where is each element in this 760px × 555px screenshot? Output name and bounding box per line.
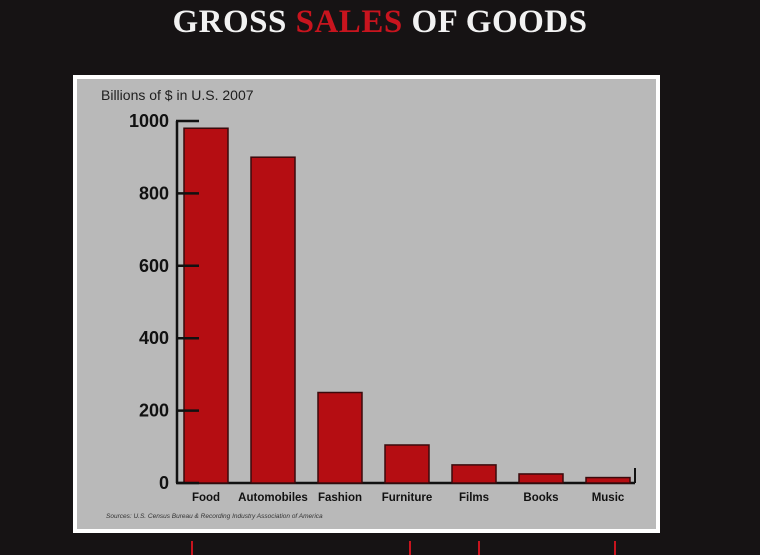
bar-books (518, 473, 564, 484)
source-note: Sources: U.S. Census Bureau & Recording … (106, 513, 323, 520)
title-part-2: OF GOODS (402, 4, 588, 40)
bar-films (451, 464, 497, 484)
decor-line (191, 541, 193, 555)
x-tick-label: Music (592, 492, 625, 504)
bar-automobiles (250, 156, 296, 484)
chart-panel: Billions of $ in U.S. 2007 0 200 400 600 800… (77, 79, 656, 529)
x-tick-label: Automobiles (238, 492, 308, 504)
bars (183, 127, 631, 484)
y-ticks: 0 200 400 600 800 1000 (129, 111, 199, 493)
x-tick-label: Fashion (318, 492, 362, 504)
y-axis-label: Billions of $ in U.S. 2007 (101, 87, 254, 103)
chart-frame: Billions of $ in U.S. 2007 0 200 400 600 800… (73, 75, 660, 533)
y-tick-label: 400 (139, 328, 169, 348)
bar-food (183, 127, 229, 484)
decor-line (478, 541, 480, 555)
bar-music (585, 476, 631, 484)
y-tick-label: 800 (139, 183, 169, 203)
chart-title: GROSS SALES OF GOODS (0, 4, 760, 41)
x-tick-label: Furniture (382, 492, 432, 504)
y-tick-label: 600 (139, 256, 169, 276)
bar-furniture (384, 444, 430, 484)
x-tick-label: Films (459, 492, 489, 504)
x-tick-label: Food (192, 492, 220, 504)
decor-line (409, 541, 411, 555)
title-accent: SALES (295, 4, 403, 40)
y-tick-label: 200 (139, 401, 169, 421)
x-tick-label: Books (523, 492, 558, 504)
bar-fashion (317, 391, 363, 484)
y-tick-label: 0 (159, 473, 169, 493)
decor-line (614, 541, 616, 555)
y-tick-label: 1000 (129, 111, 169, 131)
title-part-1: GROSS (172, 4, 296, 40)
bar-chart: Billions of $ in U.S. 2007 0 200 400 600 800… (101, 87, 636, 520)
x-tick-labels: Food Automobiles Fashion Furniture Films Book… (192, 492, 625, 504)
axes (175, 121, 636, 485)
